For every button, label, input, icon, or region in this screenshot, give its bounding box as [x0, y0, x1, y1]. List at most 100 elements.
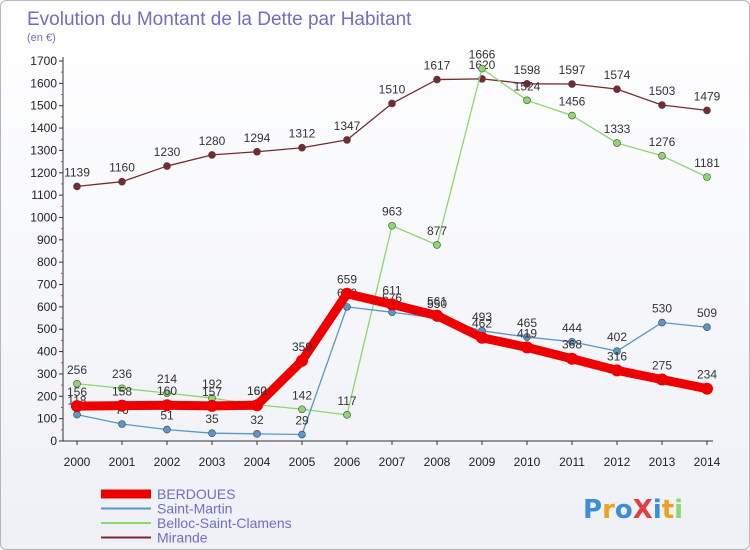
logo-letter: P: [583, 495, 602, 525]
data-point-belloc-saint-clamens: [613, 139, 621, 147]
data-point-saint-martin: [253, 430, 261, 438]
data-point-belloc-saint-clamens: [523, 96, 531, 105]
y-tick-label: 1500: [30, 99, 57, 113]
logo-letter: t: [662, 495, 674, 525]
data-point-belloc-saint-clamens: [163, 389, 171, 397]
logo-letter: i: [653, 495, 662, 525]
y-tick-label: 1200: [30, 166, 57, 180]
data-point-belloc-saint-clamens: [343, 411, 351, 419]
y-tick-label: 1100: [31, 188, 57, 202]
data-label-berdoues: 275: [652, 359, 672, 373]
data-label-mirande: 1160: [109, 161, 135, 175]
x-tick-label: 2003: [199, 455, 226, 469]
y-tick-label: 600: [37, 300, 57, 314]
data-label-saint-martin: 509: [697, 306, 717, 320]
data-label-mirande: 1230: [154, 145, 181, 159]
data-point-berdoues: [251, 399, 263, 412]
data-point-berdoues: [566, 352, 578, 365]
data-label-belloc-saint-clamens: 1276: [649, 135, 676, 149]
data-point-mirande: [388, 99, 396, 108]
data-point-belloc-saint-clamens: [568, 111, 576, 120]
y-tick-label: 200: [37, 389, 57, 403]
data-point-berdoues: [296, 354, 308, 367]
data-label-belloc-saint-clamens: 877: [427, 224, 447, 238]
data-label-belloc-saint-clamens: 1333: [604, 122, 631, 136]
data-label-belloc-saint-clamens: 1456: [559, 95, 586, 109]
data-label-saint-martin: 493: [472, 310, 492, 324]
data-point-belloc-saint-clamens: [658, 151, 666, 160]
x-tick-label: 2001: [109, 455, 136, 469]
data-point-mirande: [433, 75, 441, 84]
legend-label-mirande: Mirande: [157, 530, 208, 546]
data-label-mirande: 1574: [604, 68, 631, 82]
legend-label-saint-martin: Saint-Martin: [157, 501, 232, 517]
data-point-mirande: [118, 177, 126, 186]
data-point-berdoues: [656, 373, 668, 386]
data-label-saint-martin: 530: [652, 302, 672, 316]
data-label-belloc-saint-clamens: 236: [112, 367, 132, 381]
data-point-berdoues: [161, 399, 173, 412]
data-label-mirande: 1280: [199, 134, 226, 148]
data-label-belloc-saint-clamens: 117: [337, 394, 356, 408]
data-label-belloc-saint-clamens: 142: [292, 388, 312, 402]
x-tick-label: 2004: [244, 455, 271, 469]
data-label-mirande: 1139: [64, 165, 90, 179]
x-tick-label: 2008: [424, 455, 451, 469]
x-tick-label: 2007: [379, 455, 406, 469]
data-point-mirande: [208, 151, 216, 159]
y-tick-label: 800: [37, 255, 57, 269]
data-point-berdoues: [701, 382, 713, 395]
data-point-berdoues: [341, 287, 353, 300]
data-label-mirande: 1617: [424, 59, 451, 73]
series-berdoues: 156 158 160 157 160 359 659 611 561 462 419 368 316 2…: [67, 273, 717, 413]
y-tick-label: 500: [37, 322, 57, 336]
data-point-saint-martin: [568, 337, 576, 346]
y-tick-label: 900: [37, 233, 57, 247]
x-tick-label: 2012: [604, 455, 631, 469]
data-point-berdoues: [476, 331, 488, 344]
data-label-berdoues: 158: [112, 385, 132, 399]
series-mirande: 1139116012301280129413121347151016171620…: [64, 58, 721, 191]
data-point-mirande: [658, 101, 666, 109]
y-tick-label: 400: [37, 345, 57, 359]
x-tick-label: 2013: [649, 455, 676, 469]
y-tick-label: 0: [50, 434, 57, 448]
y-tick-label: 700: [37, 278, 57, 292]
data-label-belloc-saint-clamens: 214: [157, 372, 177, 386]
data-label-saint-martin: 32: [250, 413, 264, 427]
data-point-belloc-saint-clamens: [433, 241, 441, 249]
data-label-berdoues: 659: [337, 273, 357, 287]
proxiti-logo: ProXiti: [583, 495, 683, 525]
data-point-berdoues: [206, 399, 218, 412]
x-tick-label: 2011: [559, 455, 585, 469]
data-point-saint-martin: [523, 333, 531, 341]
y-tick-label: 1700: [30, 54, 57, 68]
data-point-belloc-saint-clamens: [73, 379, 81, 388]
data-point-belloc-saint-clamens: [298, 405, 306, 414]
data-label-mirande: 1598: [514, 63, 541, 77]
y-tick-label: 100: [37, 412, 57, 426]
data-label-mirande: 1294: [244, 131, 271, 145]
data-point-belloc-saint-clamens: [478, 64, 486, 73]
data-label-mirande: 1503: [649, 84, 676, 98]
data-point-berdoues: [611, 364, 623, 377]
data-point-belloc-saint-clamens: [118, 384, 126, 393]
data-point-mirande: [253, 147, 261, 156]
x-tick-label: 2006: [334, 455, 361, 469]
y-tick-label: 1300: [30, 143, 57, 157]
data-label-berdoues: 368: [562, 338, 582, 352]
x-tick-label: 2014: [694, 455, 721, 469]
data-point-mirande: [523, 80, 531, 88]
data-label-saint-martin: 550: [427, 297, 447, 311]
legend: BERDOUESSaint-MartinBelloc-Saint-Clamens…: [101, 486, 292, 546]
data-point-mirande: [343, 136, 351, 144]
y-tick-label: 300: [37, 367, 57, 381]
data-label-belloc-saint-clamens: 256: [67, 363, 87, 377]
data-point-berdoues: [386, 298, 398, 311]
data-point-saint-martin: [703, 323, 711, 332]
data-label-saint-martin: 402: [607, 330, 627, 344]
data-label-mirande: 1312: [289, 127, 316, 141]
legend-label-berdoues: BERDOUES: [157, 486, 236, 502]
data-label-mirande: 1597: [559, 63, 586, 77]
data-point-saint-martin: [163, 425, 171, 434]
